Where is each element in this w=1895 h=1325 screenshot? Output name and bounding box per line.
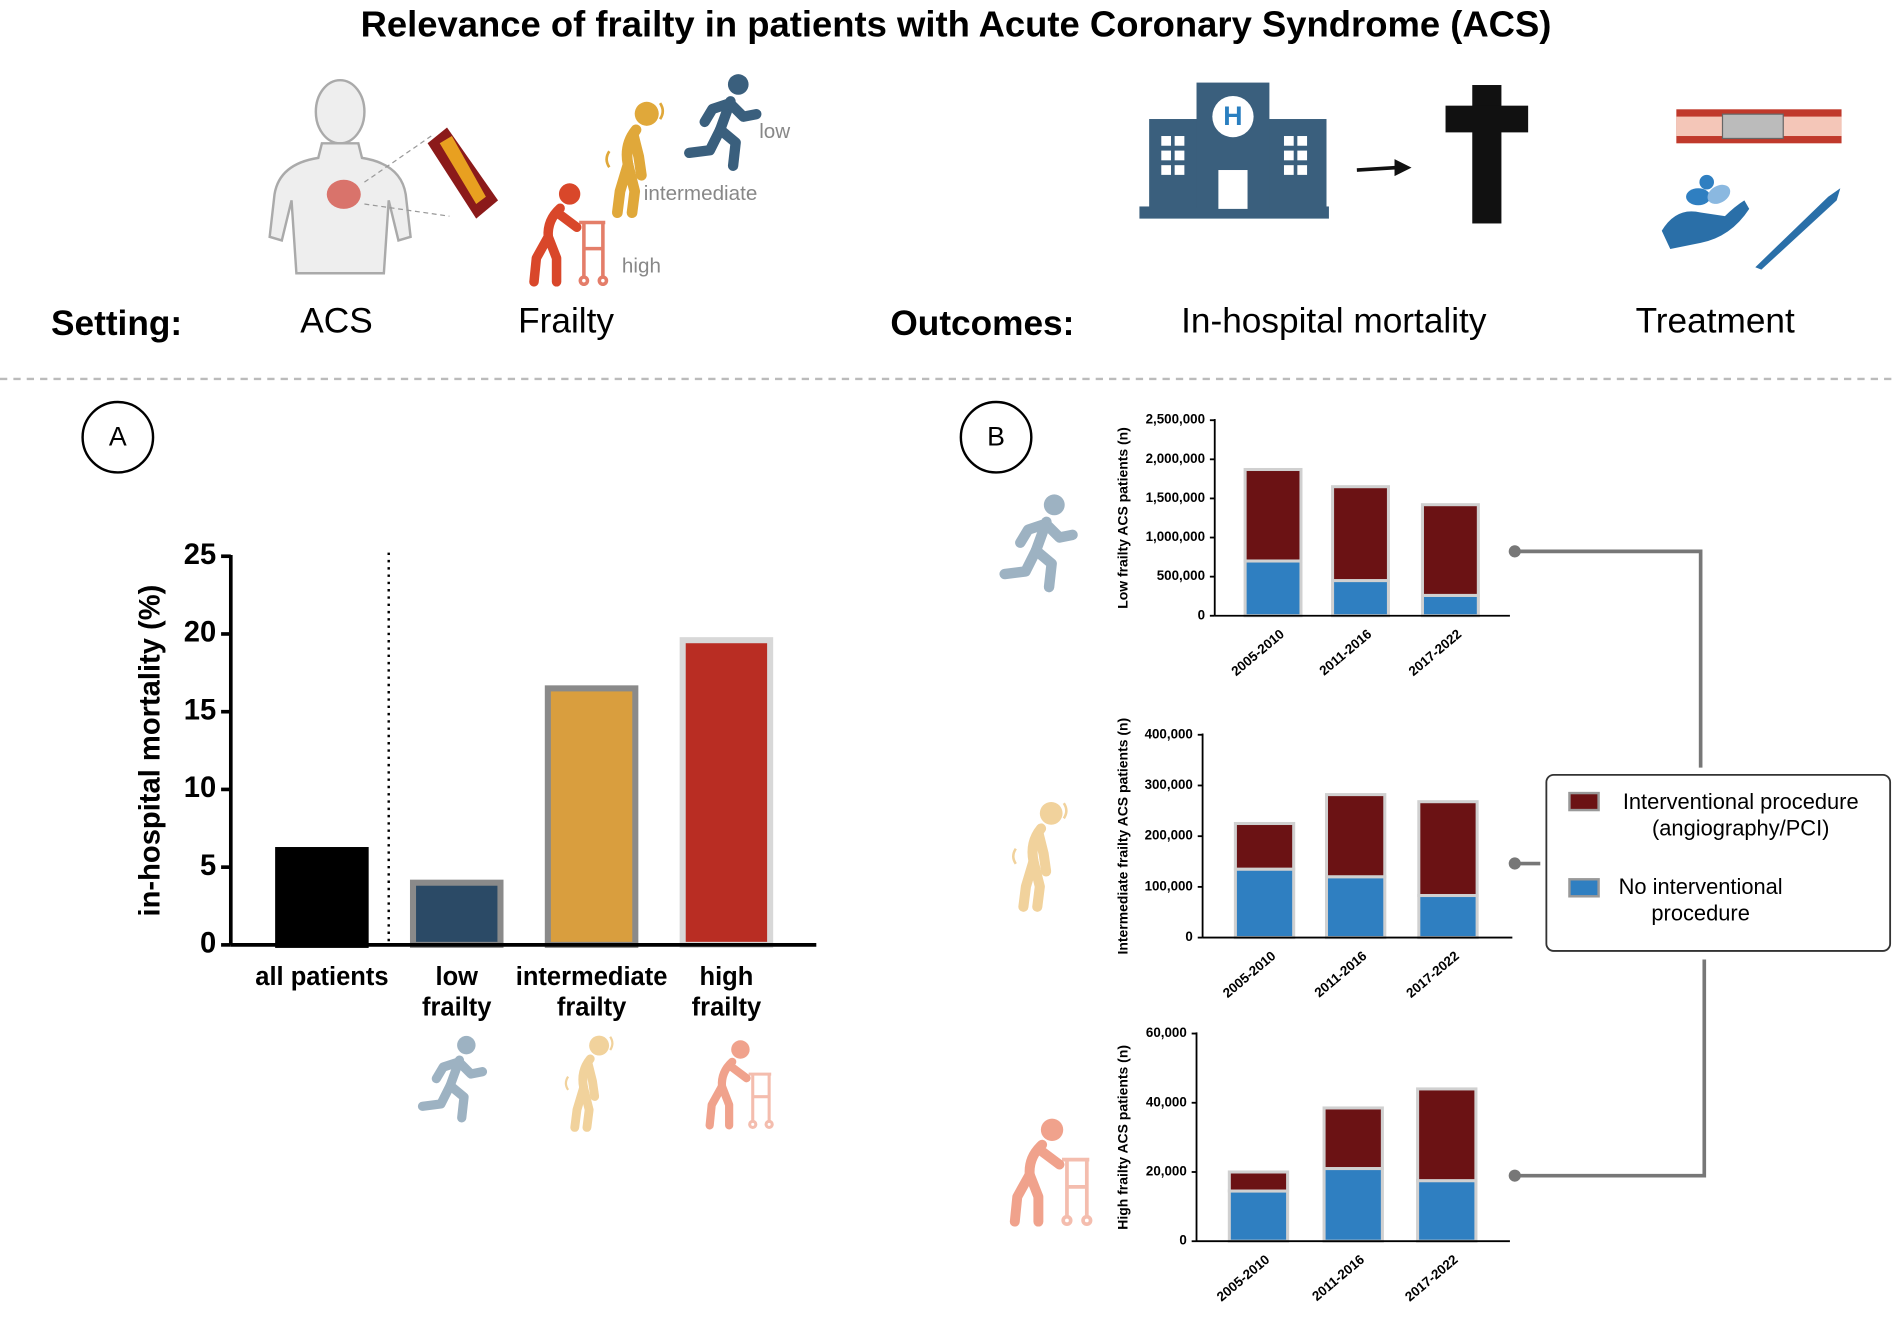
treatment-icons [1661,109,1842,270]
low-frailty-icon [1005,494,1073,587]
x-tick-label: 2017-2022 [1406,626,1465,679]
bar-segment [1322,1167,1384,1243]
y-tick-label: 1,000,000 [1146,529,1205,544]
bar-segment [1420,503,1480,597]
y-tick-label: 2,000,000 [1146,451,1205,466]
y-axis-label: in-hospital mortality (%) [135,585,167,917]
y-tick-label: 10 [184,772,216,804]
frailty-level-label: low [759,120,790,143]
panel-label: B [987,421,1005,451]
bar [409,879,504,948]
cross-icon [1445,85,1529,224]
y-tick-label: 0 [1198,607,1205,622]
bar-segment [1417,800,1479,898]
panel-badge [959,400,1033,474]
svg-text:H: H [1223,101,1242,131]
y-tick-label: 15 [184,694,216,726]
hospital-icon: H [1139,82,1329,219]
y-tick-label: 40,000 [1146,1094,1187,1109]
y-tick-label: 200,000 [1145,828,1193,843]
y-tick-label: 0 [200,928,216,960]
x-tick-label: all patients [255,963,389,992]
bar-segment [1416,1087,1478,1183]
panel-badge [81,400,155,474]
x-tick-label: 2017-2022 [1403,948,1462,1001]
bar-segment [1417,893,1479,940]
y-tick-label: 300,000 [1145,777,1193,792]
intermediate-frailty-icon [566,1036,612,1128]
bar [544,685,639,948]
title: Relevance of frailty in patients with Ac… [361,3,1552,44]
x-tick-label: intermediate frailty [515,963,668,1022]
bar-segment [1331,485,1390,583]
y-tick-label: 0 [1179,1233,1186,1248]
legend-swatch [1568,878,1600,898]
acs-patient-icon [268,78,499,275]
setting-label: Setting: [51,304,182,343]
outcome-item: Treatment [1636,301,1795,340]
x-tick-label: 2011-2016 [1309,1252,1367,1304]
low-frailty-icon [422,1036,482,1118]
x-tick-label: low frailty [422,963,492,1022]
y-tick-label: 0 [1185,929,1192,944]
bar-segment [1322,1106,1384,1171]
bar-segment [1324,875,1387,940]
bar-segment [1227,1189,1290,1243]
y-axis-label: Intermediate frailty ACS patients (n) [1114,718,1130,955]
legend-box [1545,773,1892,952]
legend-label: No interventional procedure [1618,874,1783,925]
bar-segment [1227,1170,1290,1193]
x-tick-label: 2005-2010 [1214,1252,1273,1305]
bar-segment [1233,821,1296,871]
bar-segment [1324,793,1387,879]
bar [679,637,774,948]
x-tick-label: 2011-2016 [1316,626,1374,678]
high-frailty-icon [1015,1119,1091,1225]
outcomes-label: Outcomes: [890,304,1074,343]
outcome-item: In-hospital mortality [1181,301,1487,340]
bar-segment [1416,1179,1478,1243]
y-tick-label: 20 [184,617,216,649]
y-tick-label: 60,000 [1146,1025,1187,1040]
frailty-level-label: intermediate [644,182,758,205]
frailty-level-label: high [622,255,661,278]
bar-segment [1243,467,1303,563]
setting-item: Frailty [518,301,614,340]
y-tick-label: 400,000 [1145,726,1193,741]
bar-segment [1233,867,1296,940]
y-tick-label: 100,000 [1145,878,1193,893]
y-tick-label: 20,000 [1146,1164,1187,1179]
y-axis-label: High frailty ACS patients (n) [1114,1045,1130,1230]
x-tick-label: 2017-2022 [1402,1252,1461,1305]
y-tick-label: 2,500,000 [1146,412,1205,427]
setting-item: ACS [300,301,372,340]
low-frailty-icon [689,74,756,166]
high-frailty-icon [710,1040,773,1127]
connector-dots [1508,545,1521,1182]
legend-swatch [1568,791,1600,812]
panel-label: A [109,421,127,451]
y-tick-label: 500,000 [1157,568,1205,583]
x-tick-label: high frailty [691,963,762,1022]
y-tick-label: 25 [184,539,216,571]
bar-segment [1243,559,1303,618]
arrow [1356,159,1412,177]
x-tick-label: 2011-2016 [1312,948,1370,1000]
x-tick-label: 2005-2010 [1220,948,1279,1001]
high-frailty-icon [534,183,606,284]
y-tick-label: 5 [200,850,216,882]
intermediate-frailty-icon [1013,802,1066,907]
y-tick-label: 1,500,000 [1146,490,1205,505]
x-tick-label: 2005-2010 [1228,626,1287,679]
bar-segment [1420,593,1480,618]
legend-label: Interventional procedure (angiography/PC… [1622,789,1859,840]
bar-segment [1331,579,1390,618]
y-axis-label: Low frailty ACS patients (n) [1114,427,1130,609]
bar [275,847,369,948]
